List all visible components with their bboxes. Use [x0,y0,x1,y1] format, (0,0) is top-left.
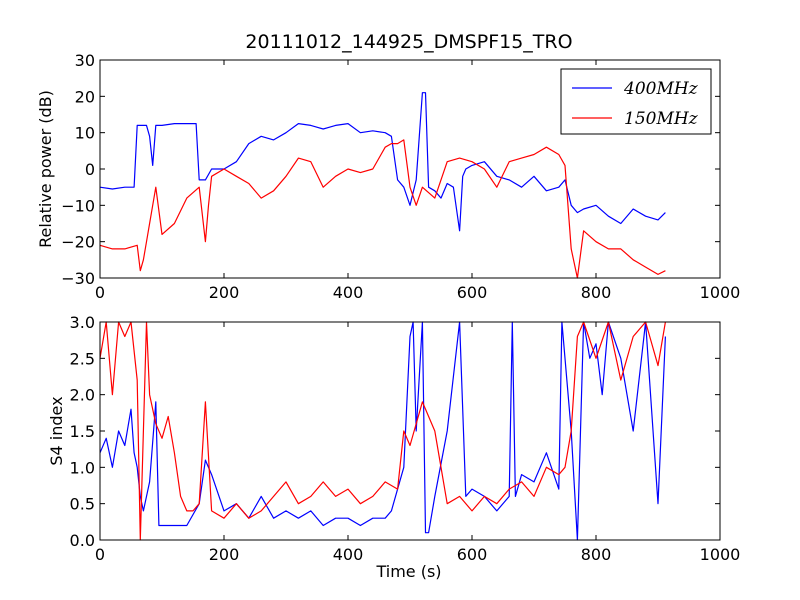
series-line-150mhz-panel-1 [99,321,666,541]
top-panel: 0 200 400 600 800 1000 −30 −20 −10 0 10 20 30 [61,51,740,302]
x-tick-label: 800 [581,545,612,564]
series-line-400mhz-panel-0 [99,92,666,232]
bottom-panel: 0 200 400 600 800 1000 0.0 0.5 1.0 1.5 2.0 2.5 3.0 [70,313,741,564]
y-tick-label: 0.5 [70,495,95,514]
y-tick-label: −20 [61,233,95,252]
y-tick-label: 1.0 [70,458,95,477]
top-y-axis-label: Relative power (dB) [36,90,55,248]
x-tick-label: 400 [333,545,364,564]
y-tick-label: −10 [61,196,95,215]
x-tick-label: 0 [95,545,105,564]
x-tick-label: 200 [209,283,240,302]
x-tick-label: 1000 [700,545,741,564]
series-line-150mhz-panel-0 [99,139,666,279]
y-tick-label: 30 [75,51,95,70]
legend-label-150mhz: 150MHz [624,109,699,129]
legend: 400MHz 150MHz [560,68,712,135]
x-tick-label: 400 [333,283,364,302]
legend-label-400mhz: 400MHz [623,79,699,99]
x-tick-label: 0 [95,283,105,302]
y-tick-label: 10 [75,124,95,143]
x-tick-label: 600 [457,283,488,302]
x-tick-label: 600 [457,545,488,564]
chart-title: 20111012_144925_DMSPF15_TRO [245,31,572,53]
bottom-y-axis-label: S4 index [47,396,66,465]
y-tick-label: 20 [75,87,95,106]
y-tick-label: 0 [85,160,95,179]
x-tick-label: 800 [581,283,612,302]
y-tick-label: 3.0 [70,313,95,332]
y-tick-label: 0.0 [70,531,95,550]
y-tick-label: 2.0 [70,386,95,405]
x-tick-label: 200 [209,545,240,564]
legend-box [560,68,712,135]
x-tick-label: 1000 [700,283,741,302]
x-axis-label: Time (s) [375,562,441,581]
y-tick-label: 2.5 [70,349,95,368]
y-tick-label: 1.5 [70,422,95,441]
y-tick-label: −30 [61,269,95,288]
